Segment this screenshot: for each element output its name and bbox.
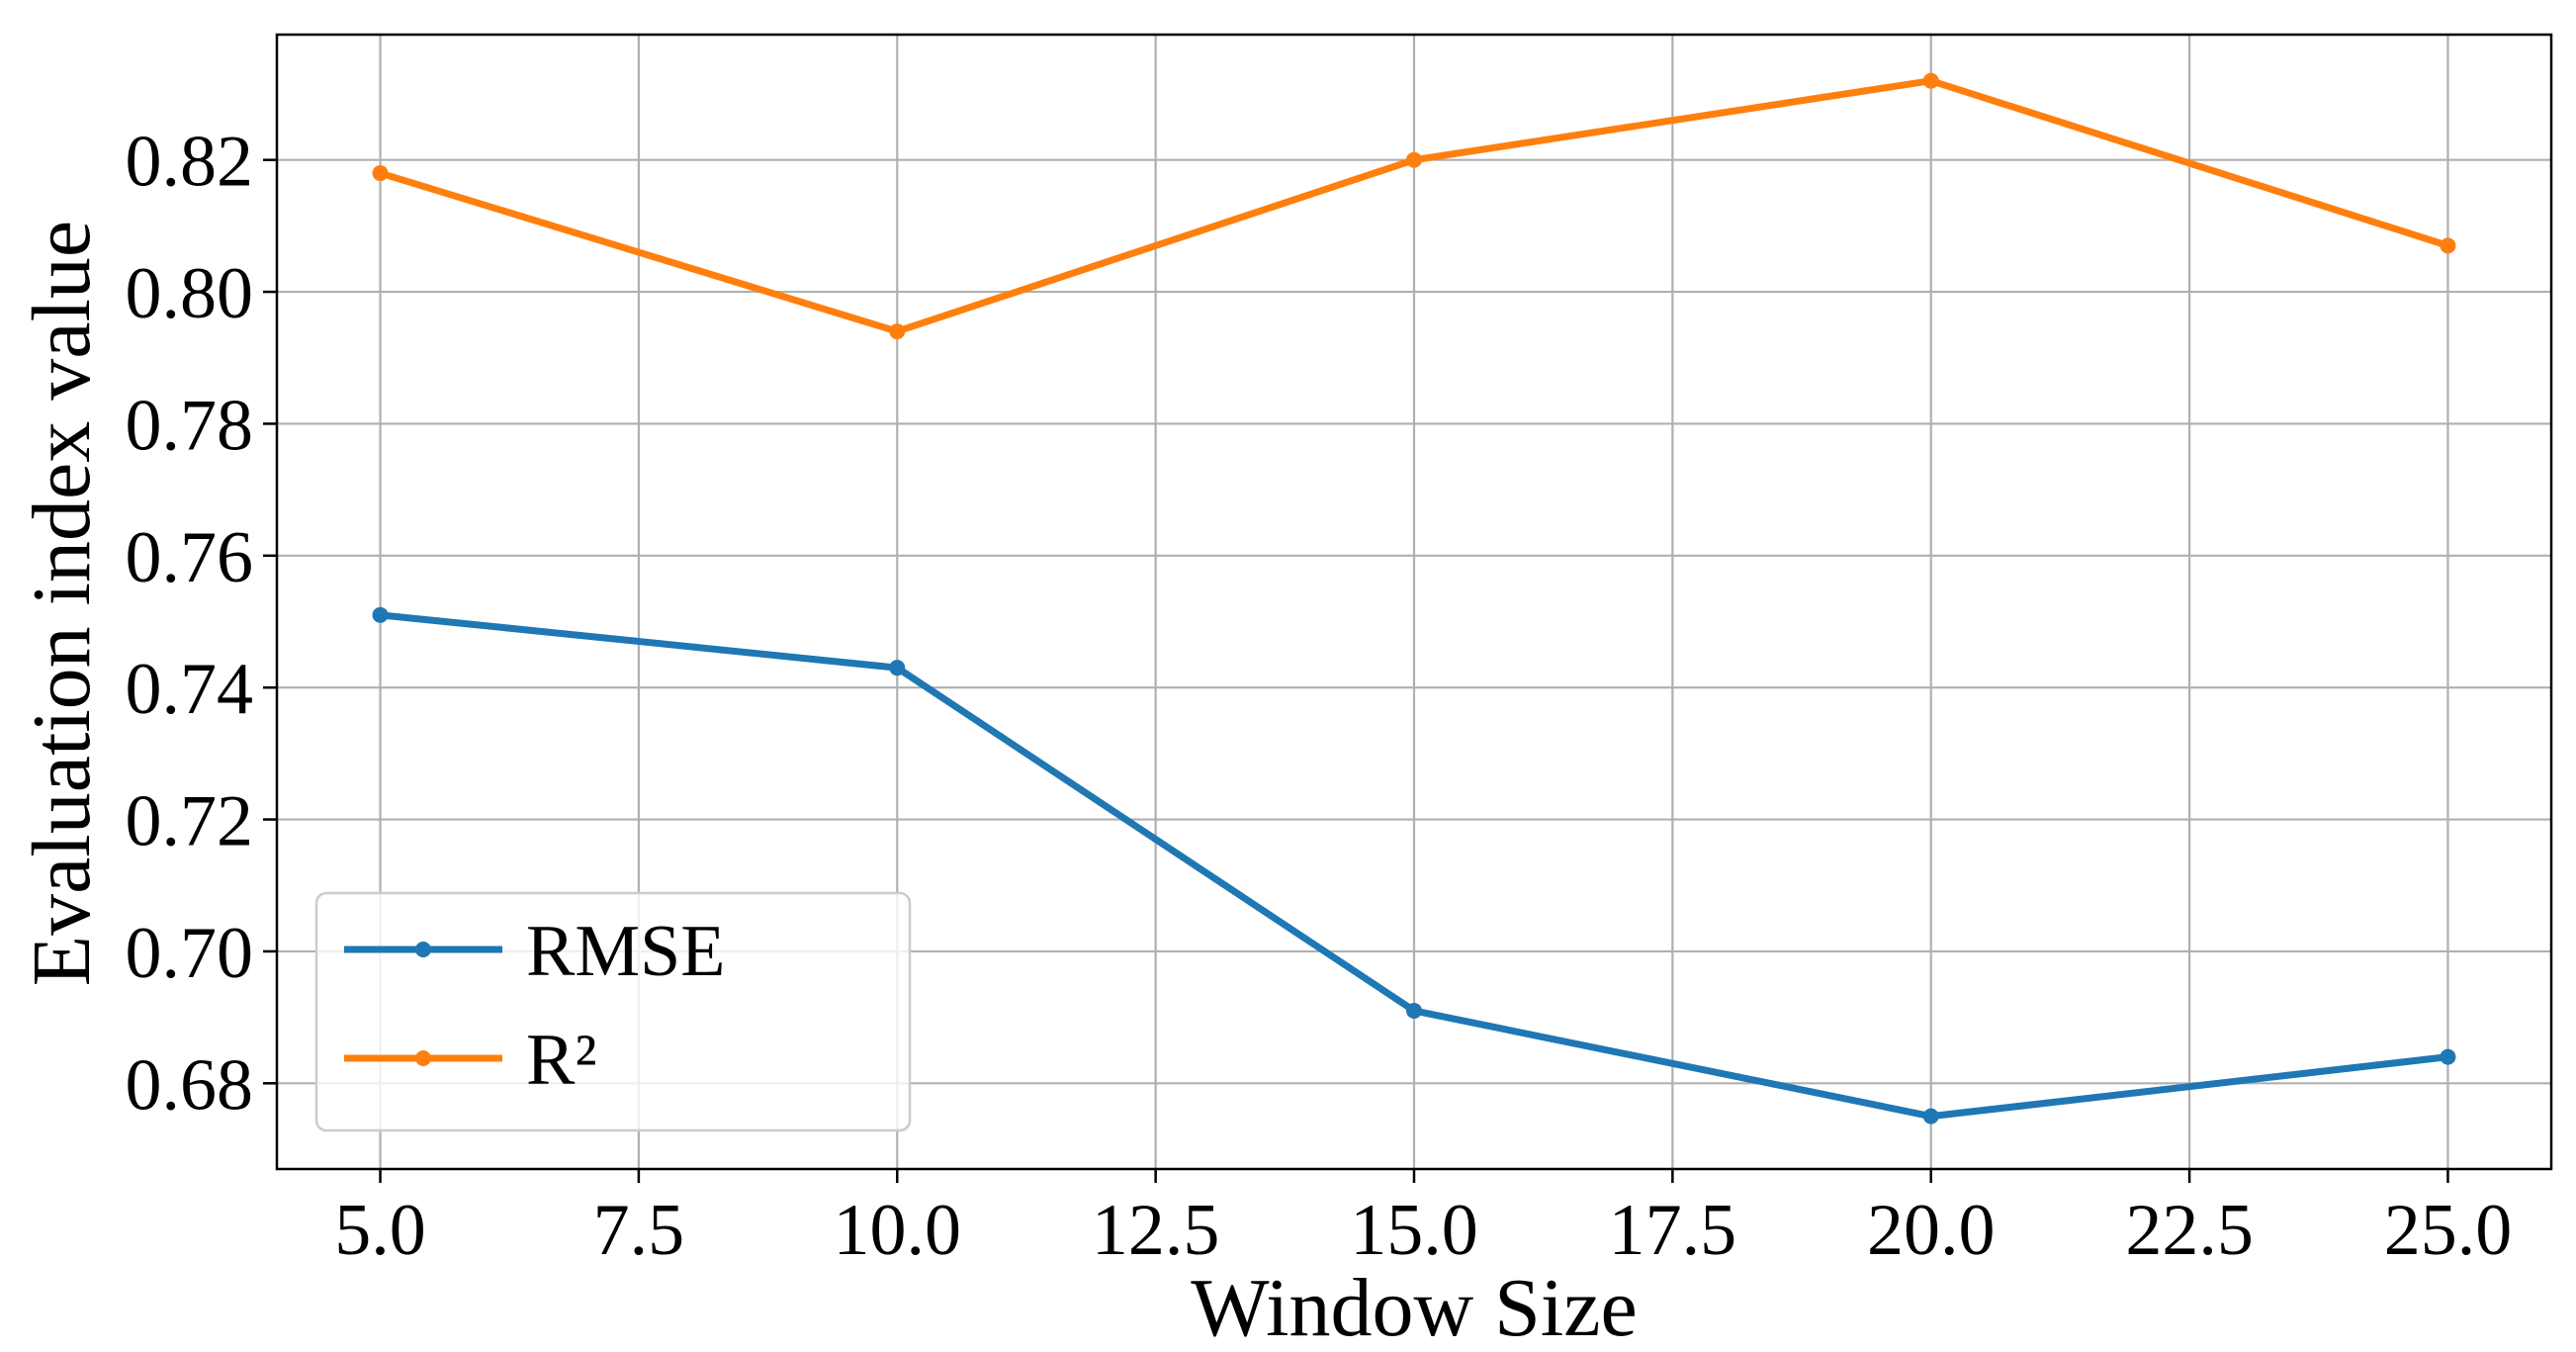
y-tick-label: 0.76 (126, 517, 254, 598)
data-point-r (372, 165, 389, 182)
x-axis-title: Window Size (1191, 1262, 1638, 1352)
legend-label-r2: R² (526, 1020, 597, 1101)
y-tick-label: 0.74 (126, 649, 254, 730)
x-tick-label: 10.0 (834, 1190, 962, 1271)
y-tick-label: 0.82 (126, 122, 254, 203)
y-tick-label: 0.68 (126, 1044, 254, 1126)
y-axis-ticks: 0.68 0.70 0.72 0.74 0.76 0.78 0.80 0.82 (126, 122, 277, 1126)
data-point-r (2440, 237, 2456, 254)
y-tick-label: 0.70 (126, 913, 254, 994)
legend-label-rmse: RMSE (526, 911, 726, 992)
x-tick-label: 5.0 (334, 1190, 426, 1271)
data-point-rmse (889, 660, 906, 676)
series-rmse (372, 606, 2456, 1125)
data-point-rmse (372, 606, 389, 623)
x-axis-ticks: 5.0 7.5 10.0 12.5 15.0 17.5 20.0 22.5 25.0 (334, 1169, 2512, 1271)
data-point-r (889, 323, 906, 340)
x-tick-label: 15.0 (1350, 1190, 1478, 1271)
grid (277, 35, 2551, 1169)
data-point-r (1406, 151, 1422, 168)
x-tick-label: 22.5 (2125, 1190, 2254, 1271)
series-r (372, 72, 2456, 340)
y-tick-label: 0.80 (126, 253, 254, 334)
data-point-r (1922, 72, 1939, 89)
x-tick-label: 25.0 (2384, 1190, 2513, 1271)
x-tick-label: 7.5 (593, 1190, 685, 1271)
x-tick-label: 20.0 (1867, 1190, 1996, 1271)
series-group (372, 72, 2456, 1125)
data-point-rmse (2440, 1048, 2456, 1065)
y-axis-title: Evaluation index value (16, 221, 108, 986)
y-tick-label: 0.78 (126, 385, 254, 466)
data-point-rmse (1922, 1108, 1939, 1125)
x-tick-label: 12.5 (1092, 1190, 1220, 1271)
y-tick-label: 0.72 (126, 781, 254, 862)
data-point-rmse (1406, 1002, 1422, 1019)
x-tick-label: 17.5 (1609, 1190, 1737, 1271)
legend-marker-r2 (415, 1050, 431, 1066)
legend-marker-rmse (415, 942, 431, 957)
legend: RMSE R² (314, 891, 912, 1132)
